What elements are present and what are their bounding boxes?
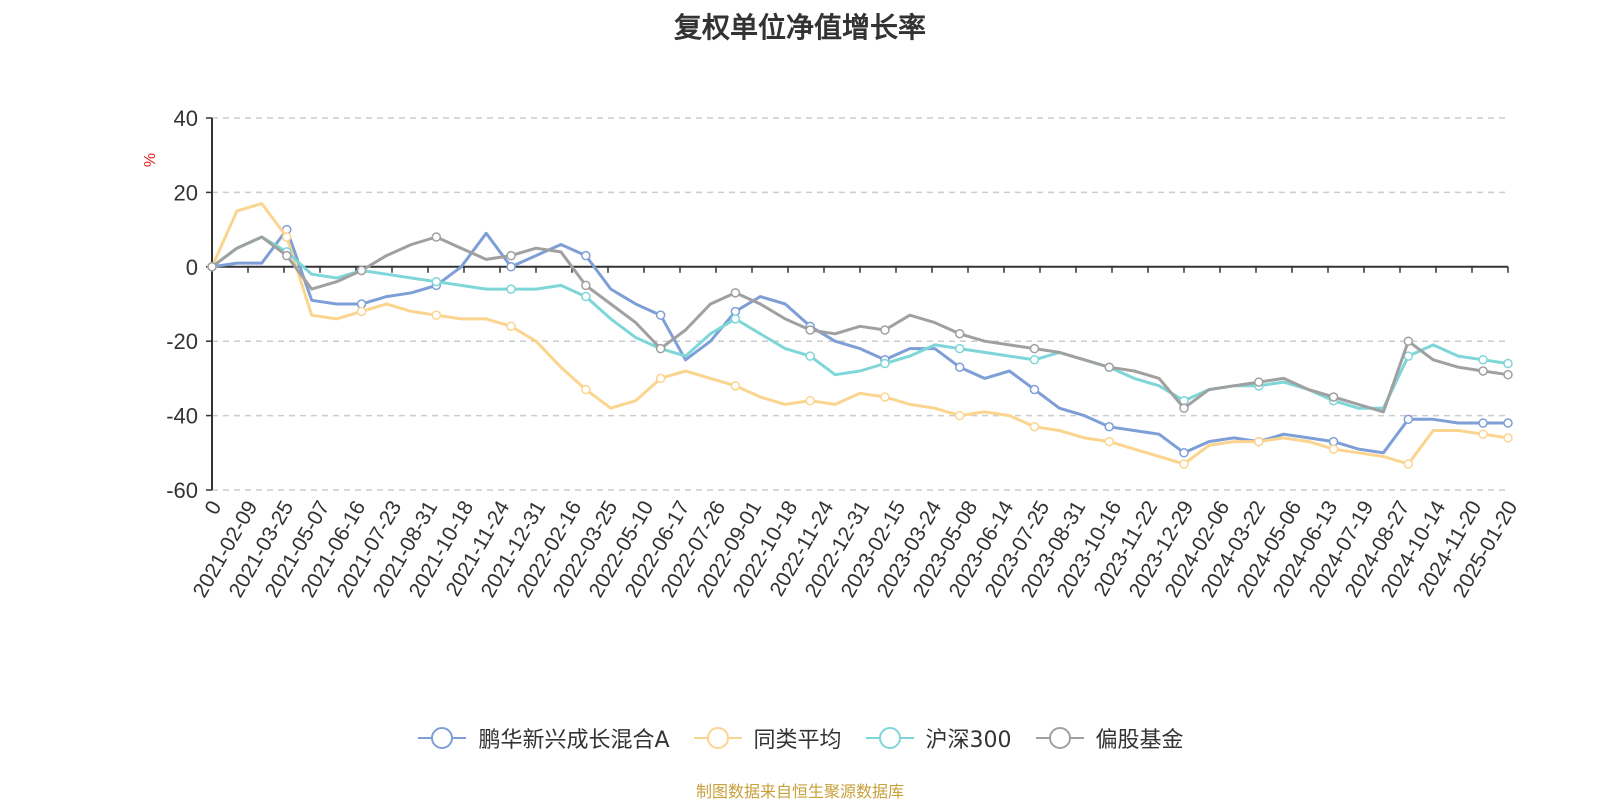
data-point: [1029, 355, 1040, 365]
series-line: [211, 235, 1509, 410]
data-point: [1503, 433, 1513, 443]
data-point: [431, 232, 442, 242]
legend-item-1[interactable]: 同类平均: [692, 722, 842, 754]
data-point: [431, 276, 442, 287]
data-source-note: 制图数据来自恒生聚源数据库: [695, 782, 904, 801]
legend: 鹏华新兴成长混合A 同类平均 沪深300 偏股基金: [0, 722, 1600, 754]
data-point: [954, 329, 965, 339]
data-point: [655, 310, 666, 320]
data-point: [1104, 422, 1114, 432]
y-tick-label: 0: [186, 255, 198, 280]
series-line: [211, 228, 1508, 455]
data-point: [1403, 459, 1414, 469]
data-point: [805, 351, 815, 361]
data-point: [506, 262, 516, 272]
data-point: [1254, 377, 1264, 387]
y-tick-label: -20: [166, 329, 198, 354]
data-point: [506, 321, 516, 332]
series-lines: [207, 202, 1513, 469]
y-tick-label: -40: [166, 404, 198, 429]
legend-circle-icon: [1035, 727, 1084, 749]
data-point: [954, 362, 965, 372]
legend-circle-icon: [865, 727, 914, 749]
axes: [206, 117, 1509, 491]
data-point: [1478, 429, 1488, 439]
data-point: [356, 306, 367, 317]
data-point: [1104, 436, 1114, 447]
data-point: [730, 314, 741, 324]
legend-label: 同类平均: [753, 728, 842, 753]
data-point: [1179, 448, 1189, 458]
data-point: [581, 250, 591, 261]
data-point: [506, 250, 516, 261]
y-tick-label: -60: [166, 478, 198, 503]
data-point: [1029, 422, 1040, 432]
data-point: [954, 410, 965, 421]
data-point: [581, 384, 591, 395]
data-point: [880, 358, 890, 369]
data-point: [1179, 459, 1189, 469]
data-point: [1029, 343, 1040, 354]
data-point: [1478, 418, 1488, 428]
legend-item-0[interactable]: 鹏华新兴成长混合A: [416, 722, 670, 754]
data-point: [730, 381, 741, 391]
data-point: [1179, 403, 1189, 413]
chart-title: 复权单位净值增长率: [673, 11, 926, 44]
data-point: [1328, 444, 1339, 454]
legend-item-2[interactable]: 沪深300: [864, 722, 1012, 754]
y-tick-label: 40: [174, 106, 198, 131]
data-point: [207, 262, 217, 272]
y-tick-label: 20: [174, 180, 198, 205]
data-point: [431, 310, 442, 320]
data-point: [282, 232, 292, 242]
data-point: [1328, 392, 1339, 402]
data-point: [655, 343, 666, 354]
data-point: [805, 395, 815, 406]
legend-circle-icon: [693, 727, 742, 749]
legend-circle-icon: [418, 727, 467, 749]
data-point: [581, 280, 591, 291]
data-point: [1403, 336, 1414, 346]
data-point: [1403, 414, 1414, 425]
data-point: [1104, 362, 1114, 372]
tick-labels: 40200-20-40-60%02021-02-092021-03-252021…: [142, 106, 1522, 602]
data-point: [954, 343, 965, 354]
data-point: [1254, 436, 1264, 447]
legend-item-3[interactable]: 偏股基金: [1034, 722, 1184, 754]
legend-label: 鹏华新兴成长混合A: [478, 728, 670, 753]
data-point: [506, 284, 516, 294]
legend-label: 偏股基金: [1095, 728, 1184, 753]
series-line: [211, 235, 1509, 414]
grid-lines: [212, 117, 1508, 491]
data-point: [880, 392, 890, 402]
data-point: [282, 250, 292, 261]
y-axis-unit: %: [142, 153, 159, 167]
legend-label: 沪深300: [925, 728, 1012, 753]
x-tick-label: 0: [201, 497, 227, 519]
data-point: [805, 325, 815, 335]
series-line: [210, 202, 1509, 466]
data-point: [1503, 369, 1513, 380]
data-point: [1478, 355, 1488, 365]
data-point: [1029, 384, 1040, 395]
data-point: [356, 265, 367, 276]
data-point: [655, 373, 666, 384]
data-point: [581, 291, 591, 302]
data-point: [730, 288, 741, 298]
data-point: [1478, 366, 1488, 376]
data-point: [1503, 418, 1513, 428]
data-point: [880, 325, 890, 335]
data-point: [1503, 358, 1513, 369]
